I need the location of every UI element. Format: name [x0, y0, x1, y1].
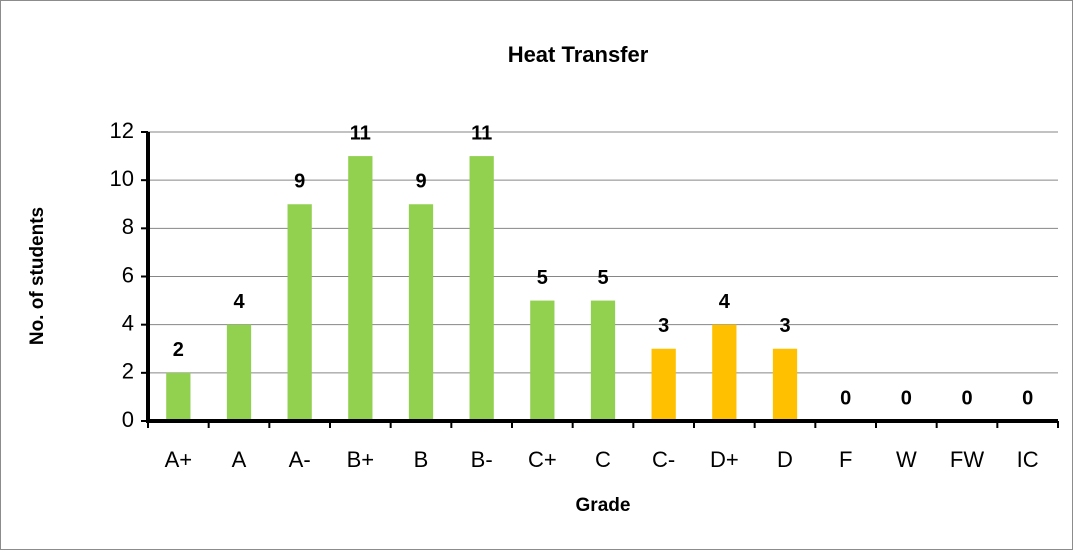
x-tick-label: A-	[289, 447, 311, 472]
x-tick-label: B+	[347, 447, 375, 472]
data-label: 11	[350, 122, 371, 144]
x-tick-label: D+	[710, 447, 739, 472]
bar	[712, 324, 737, 421]
x-tick-label: A+	[165, 447, 193, 472]
data-label: 0	[961, 387, 972, 409]
x-tick-label: C	[595, 447, 611, 472]
bar	[530, 300, 555, 421]
data-label: 5	[597, 267, 608, 289]
data-label: 0	[1022, 387, 1033, 409]
data-label: 0	[901, 387, 912, 409]
x-tick-label: F	[839, 447, 852, 472]
data-label: 2	[173, 339, 184, 361]
bar	[408, 204, 434, 421]
data-label: 0	[840, 387, 851, 409]
x-tick-label: W	[896, 447, 917, 472]
x-tick-label: C-	[652, 447, 675, 472]
data-label: 9	[294, 171, 305, 193]
data-label: 3	[779, 315, 790, 337]
x-axis-label: Grade	[576, 495, 631, 516]
y-tick-label: 8	[122, 214, 134, 239]
data-label: 3	[658, 315, 669, 337]
bar	[166, 372, 191, 421]
data-label: 11	[471, 122, 492, 144]
data-label: 5	[537, 267, 548, 289]
data-label: 4	[233, 291, 245, 313]
bar	[226, 324, 252, 421]
x-tick-label: B-	[471, 447, 493, 472]
y-tick-label: 0	[122, 407, 134, 432]
x-tick-label: IC	[1017, 447, 1039, 472]
y-tick-label: 12	[110, 118, 134, 143]
y-tick-label: 2	[122, 359, 134, 384]
y-tick-label: 6	[122, 262, 134, 287]
x-tick-label: C+	[528, 447, 557, 472]
y-axis-label: No. of students	[27, 207, 48, 345]
bar	[651, 348, 676, 421]
x-tick-label: FW	[950, 447, 984, 472]
y-tick-label: 4	[122, 310, 134, 335]
y-tick-label: 10	[110, 166, 134, 191]
data-label: 9	[415, 171, 426, 193]
bar	[469, 156, 494, 422]
bar	[772, 348, 798, 421]
bar	[348, 156, 373, 422]
bar	[590, 300, 616, 421]
data-label: 4	[719, 291, 731, 313]
chart-title: Heat Transfer	[508, 42, 649, 67]
bar	[287, 204, 312, 421]
x-tick-label: B	[414, 447, 429, 472]
x-tick-label: D	[777, 447, 793, 472]
x-tick-label: A	[232, 447, 247, 472]
